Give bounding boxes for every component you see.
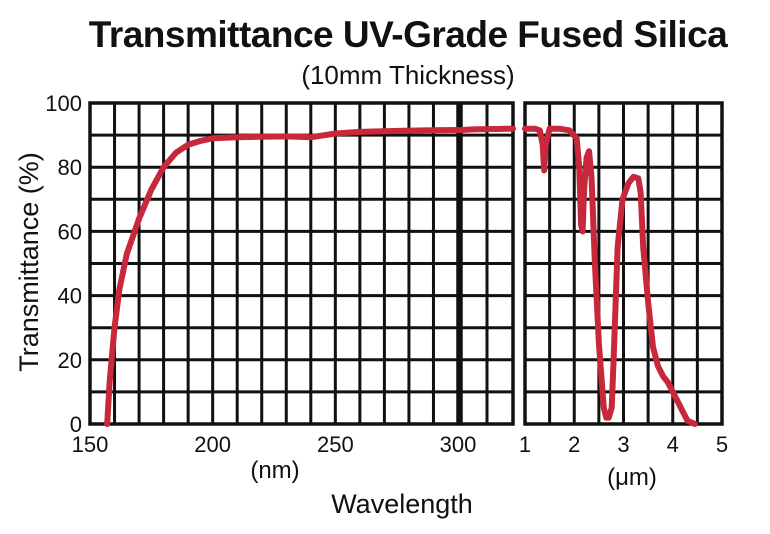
chart-title: Transmittance UV-Grade Fused Silica: [89, 14, 728, 55]
y-tick-label: 80: [58, 155, 82, 180]
x-tick-label-panel-1: 200: [194, 432, 231, 457]
panel-3-grid: [523, 101, 724, 426]
y-tick-label: 0: [70, 412, 82, 437]
panel-1-grid: [88, 101, 460, 426]
y-tick-label: 20: [58, 348, 82, 373]
x-tick-label-panel-3: 2: [568, 432, 580, 457]
x-axis-label: Wavelength: [331, 489, 473, 519]
transmittance-curve-panel-1: [104, 127, 461, 427]
x-tick-label-panel-1: 300: [440, 432, 477, 457]
x-tick-label-panel-3: 1: [519, 432, 531, 457]
x-tick-label-panel-3: 4: [667, 432, 679, 457]
transmittance-curve-panel-2: [458, 125, 516, 133]
panel-2-grid: [459, 101, 515, 426]
panel-frame: [523, 101, 724, 426]
x-tick-label-panel-3: 5: [716, 432, 728, 457]
x-tick-label-panel-1: 150: [72, 432, 109, 457]
y-tick-label: 100: [45, 91, 82, 116]
x-tick-label-panel-1: 250: [317, 432, 354, 457]
panel-frame: [459, 101, 515, 426]
chart-subtitle: (10mm Thickness): [301, 60, 514, 90]
y-tick-label: 40: [58, 284, 82, 309]
y-tick-label: 60: [58, 219, 82, 244]
transmittance-curve-panel-3: [522, 125, 698, 427]
x-tick-label-panel-3: 3: [617, 432, 629, 457]
panel-unit-nm: (nm): [250, 457, 299, 484]
y-axis-label: Transmittance (%): [14, 152, 44, 372]
panel-frame: [88, 101, 460, 426]
panel-unit-um: (μm): [607, 464, 657, 491]
